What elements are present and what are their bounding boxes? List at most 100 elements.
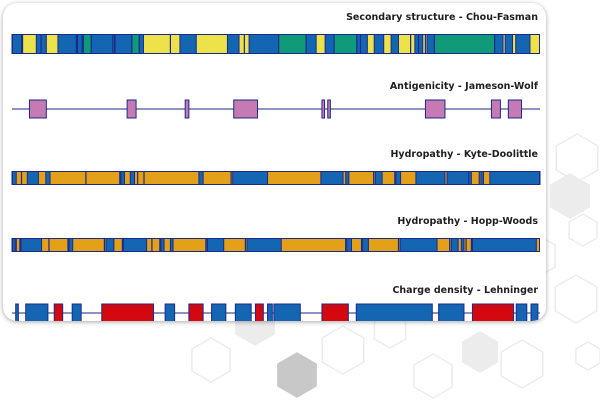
segment-divider	[373, 171, 375, 185]
segment-blue	[249, 34, 279, 54]
hexagon-decoration	[554, 274, 598, 324]
segment-divider	[417, 34, 420, 54]
segment-divider	[40, 34, 42, 54]
segment-blue	[12, 34, 22, 54]
segment-blue	[179, 34, 197, 54]
segment-blue	[391, 34, 399, 54]
segment-blue	[91, 34, 113, 54]
hexagon-decoration	[277, 352, 317, 398]
segment-blue	[489, 171, 540, 185]
region-red	[101, 303, 155, 321]
region-red	[53, 303, 64, 321]
region-pink	[507, 99, 523, 119]
segment-divider	[143, 171, 145, 185]
segment-green	[82, 34, 92, 54]
segment-blue	[227, 34, 240, 54]
charge-density-line	[12, 303, 540, 321]
region-blue	[164, 303, 176, 321]
segment-blue	[114, 34, 132, 54]
segment-blue	[325, 34, 335, 54]
segment-blue	[374, 34, 384, 54]
segment-divider	[244, 238, 246, 252]
segment-divider	[169, 34, 171, 54]
segment-green	[434, 34, 495, 54]
region-pink	[327, 99, 331, 119]
segment-green	[131, 34, 140, 54]
segment-blue	[447, 171, 472, 185]
segment-blue	[362, 238, 369, 252]
region-blue	[438, 303, 465, 321]
hexagon-decoration	[373, 311, 407, 349]
segment-blue	[119, 171, 125, 185]
segment-divider	[397, 238, 400, 252]
track-outline	[12, 34, 540, 54]
segment-blue	[356, 34, 368, 54]
segment-blue	[232, 171, 268, 185]
region-blue	[211, 303, 227, 321]
segment-divider	[120, 171, 122, 185]
segment-blue	[320, 171, 344, 185]
region-pink	[321, 99, 326, 119]
segment-blue	[198, 171, 204, 185]
segment-blue	[45, 171, 51, 185]
segment-blue	[375, 171, 383, 185]
segment-divider	[206, 238, 208, 252]
segment-blue	[130, 171, 135, 185]
segment-divider	[21, 34, 24, 54]
region-red	[321, 303, 349, 321]
segment-blue	[472, 238, 537, 252]
region-blue	[25, 303, 49, 321]
track-title-hydropathy-hw: Hydropathy - Hopp-Woods	[397, 216, 538, 227]
segment-divider	[20, 171, 23, 185]
segment-blue	[494, 34, 504, 54]
segment-divider	[103, 238, 105, 252]
hydropathy-hw-bar	[11, 238, 540, 252]
hexagon-decoration	[191, 337, 231, 383]
segment-blue	[12, 171, 17, 185]
segment-blue	[451, 238, 459, 252]
segment-divider	[230, 171, 232, 185]
region-pink	[28, 99, 47, 119]
protein-analysis-panel: Secondary structure - Chou-Fasman Antige…	[3, 3, 546, 321]
segment-divider	[470, 238, 472, 252]
hexagon-decoration	[568, 213, 598, 247]
region-pink	[233, 99, 259, 119]
segment-divider	[151, 238, 153, 252]
segment-blue	[105, 238, 114, 252]
region-pink	[490, 99, 501, 119]
segment-blue	[27, 171, 39, 185]
segment-divider	[360, 238, 363, 252]
hexagon-decoration	[413, 353, 453, 399]
segment-divider	[137, 171, 139, 185]
hydropathy-kd-bar	[11, 171, 541, 185]
region-blue	[15, 303, 19, 321]
segment-divider	[82, 34, 84, 54]
segment-blue	[306, 34, 317, 54]
segment-divider	[15, 238, 17, 252]
segment-divider	[449, 238, 451, 252]
segment-divider	[243, 34, 245, 54]
segment-blue	[205, 238, 224, 252]
segment-blue	[400, 238, 438, 252]
region-blue	[530, 303, 539, 321]
region-blue	[273, 303, 301, 321]
region-blue	[515, 303, 528, 321]
segment-green	[112, 34, 115, 54]
track-title-antigenicity: Antigenicity - Jameson-Wolf	[389, 81, 538, 92]
segment-blue	[480, 171, 484, 185]
region-blue	[234, 303, 252, 321]
region-pink	[184, 99, 190, 119]
antigenicity-line	[12, 99, 540, 119]
segment-blue	[77, 34, 83, 54]
region-red	[254, 303, 264, 321]
segment-blue	[395, 171, 401, 185]
segment-blue	[160, 238, 165, 252]
segment-divider	[394, 171, 396, 185]
segment-divider	[159, 238, 161, 252]
segment-blue	[515, 34, 530, 54]
segment-blue	[505, 34, 513, 54]
segment-blue	[69, 238, 73, 252]
segment-divider	[67, 238, 69, 252]
region-pink	[126, 99, 137, 119]
segment-green	[334, 34, 357, 54]
